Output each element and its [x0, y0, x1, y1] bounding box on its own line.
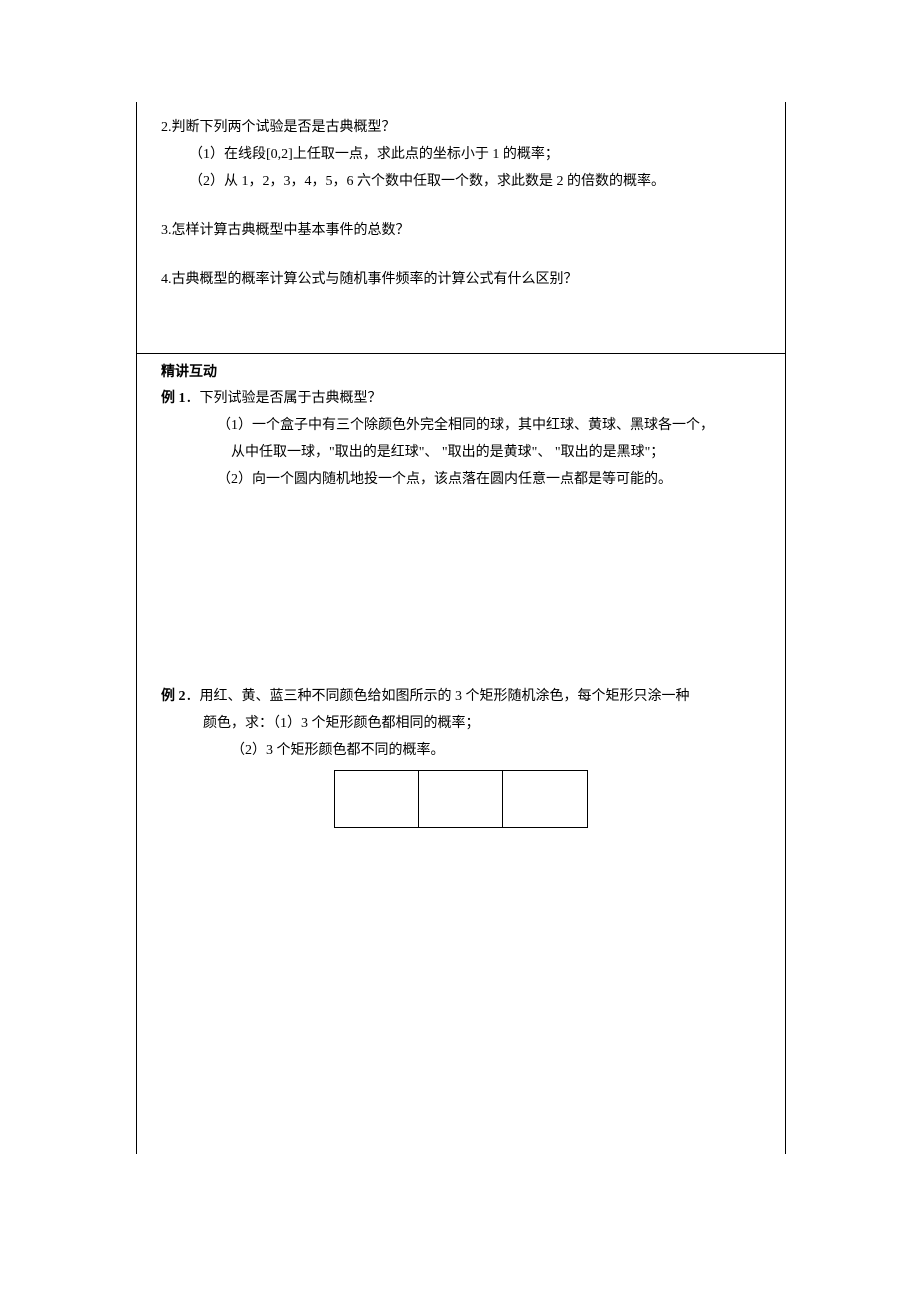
question-2-sub1: （1）在线段[0,2]上任取一点，求此点的坐标小于 1 的概率； [161, 142, 761, 168]
rectangle-group [334, 770, 588, 828]
divider-line [137, 353, 785, 354]
content-area: 2.判断下列两个试验是否是古典概型？ （1）在线段[0,2]上任取一点，求此点的… [137, 102, 785, 828]
example-1-line1: （1）一个盒子中有三个除颜色外完全相同的球，其中红球、黄球、黑球各一个， [161, 413, 761, 439]
rectangle-1 [335, 771, 419, 827]
section-header: 精讲互动 [161, 360, 761, 386]
rectangle-3 [503, 771, 587, 827]
example-1-line2: 从中任取一球，"取出的是红球"、 "取出的是黄球"、 "取出的是黑球"； [161, 440, 761, 466]
example-2-line2: （2）3 个矩形颜色都不同的概率。 [161, 738, 761, 764]
example-1-line3: （2）向一个圆内随机地投一个点，该点落在圆内任意一点都是等可能的。 [161, 467, 761, 493]
example-1-title: 例 1．下列试验是否属于古典概型？ [161, 386, 761, 412]
spacer [161, 196, 761, 218]
spacer [161, 293, 761, 353]
question-3: 3.怎样计算古典概型中基本事件的总数？ [161, 218, 761, 244]
rectangles-figure [161, 770, 761, 828]
question-4: 4.古典概型的概率计算公式与随机事件频率的计算公式有什么区别？ [161, 267, 761, 293]
question-2-sub2: （2）从 1，2，3，4，5，6 六个数中任取一个数，求此数是 2 的倍数的概率… [161, 169, 761, 195]
question-2-title: 2.判断下列两个试验是否是古典概型？ [161, 115, 761, 141]
example-2-title-1: 例 2．用红、黄、蓝三种不同颜色给如图所示的 3 个矩形随机涂色，每个矩形只涂一… [161, 684, 761, 710]
example-2-title-2: 颜色，求：（1）3 个矩形颜色都相同的概率； [161, 711, 761, 737]
spacer [161, 245, 761, 267]
page-border: 2.判断下列两个试验是否是古典概型？ （1）在线段[0,2]上任取一点，求此点的… [136, 102, 786, 1154]
spacer [161, 494, 761, 684]
rectangle-2 [419, 771, 503, 827]
